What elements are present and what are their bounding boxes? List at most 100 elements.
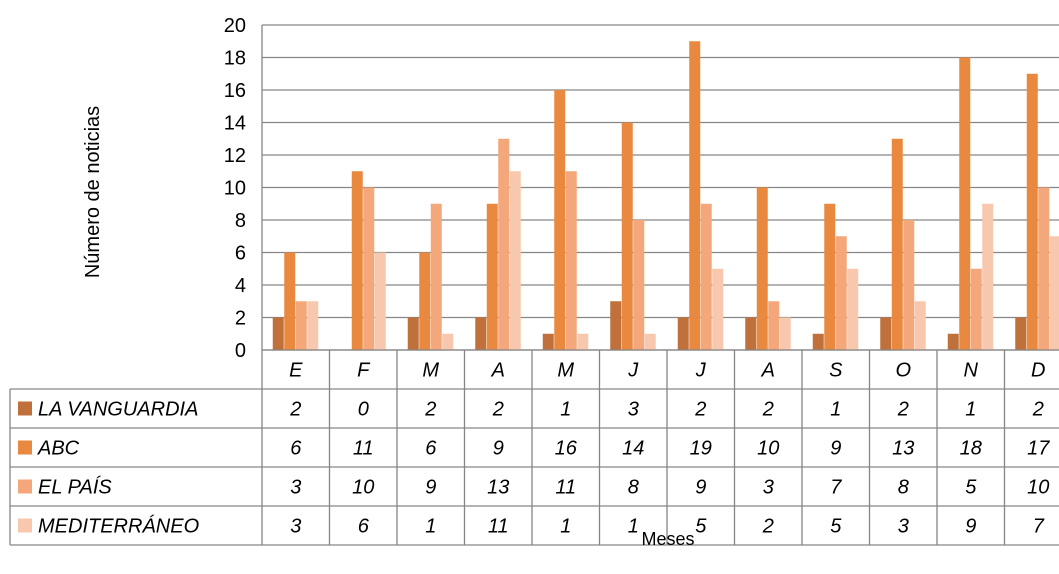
- bar: [644, 333, 656, 350]
- data-label: 7: [1033, 516, 1045, 538]
- bar: [880, 317, 892, 350]
- data-label: 16: [555, 438, 578, 460]
- x-category-label: J: [695, 360, 707, 382]
- bar: [1038, 187, 1050, 350]
- bar: [689, 41, 701, 350]
- data-table: E F M A M J J A S O N DLA VANGUARDIA 2 0 2 2 1 3 2 2 1 2 1 2ABC…: [9, 349, 1059, 546]
- bar: [498, 138, 510, 350]
- bar: [442, 333, 454, 350]
- bar: [914, 301, 926, 350]
- bar: [284, 252, 296, 350]
- bar: [407, 317, 419, 350]
- data-label: 1: [425, 516, 436, 538]
- bar: [847, 268, 859, 350]
- bar: [768, 301, 780, 350]
- x-category-label: F: [357, 360, 371, 382]
- data-label: 7: [830, 477, 842, 499]
- data-label: 10: [757, 438, 779, 460]
- bar: [475, 317, 487, 350]
- data-label: 2: [762, 399, 774, 421]
- bar: [903, 220, 915, 350]
- x-category-label: J: [627, 360, 639, 382]
- data-label: 0: [358, 399, 369, 421]
- data-label: 3: [763, 477, 774, 499]
- x-category-label: S: [829, 360, 843, 382]
- data-label: 3: [898, 516, 909, 538]
- legend-label: MEDITERRÁNEO: [38, 515, 199, 538]
- bar: [430, 203, 442, 350]
- data-label: 9: [695, 477, 706, 499]
- legend-label: EL PAÍS: [38, 476, 112, 499]
- y-tick-label: 4: [235, 275, 246, 297]
- y-axis-title: Número de noticias: [82, 106, 104, 278]
- data-label: 9: [830, 438, 841, 460]
- bars: [272, 41, 1059, 350]
- data-label: 1: [628, 516, 639, 538]
- data-label: 3: [290, 477, 301, 499]
- bar: [677, 317, 689, 350]
- bar: [419, 252, 431, 350]
- bar: [374, 252, 386, 350]
- data-label: 5: [830, 516, 842, 538]
- bar: [621, 122, 633, 350]
- data-label: 1: [965, 399, 976, 421]
- bar: [1015, 317, 1027, 350]
- data-label: 10: [352, 477, 374, 499]
- data-label: 8: [628, 477, 639, 499]
- x-category-label: E: [289, 360, 303, 382]
- data-label: 3: [628, 399, 639, 421]
- data-label: 2: [762, 516, 774, 538]
- data-label: 5: [965, 477, 977, 499]
- gridlines: [261, 24, 1059, 351]
- data-label: 1: [560, 399, 571, 421]
- bar: [554, 90, 566, 350]
- data-label: 2: [1032, 399, 1044, 421]
- bar: [779, 317, 791, 350]
- data-label: 9: [425, 477, 436, 499]
- legend-swatch: [18, 440, 32, 455]
- legend-label: ABC: [37, 438, 80, 460]
- x-category-label: D: [1031, 360, 1045, 382]
- y-tick-label: 16: [224, 80, 246, 102]
- data-label: 17: [1027, 438, 1050, 460]
- data-label: 2: [897, 399, 909, 421]
- data-label: 1: [560, 516, 571, 538]
- bar: [1026, 73, 1038, 350]
- y-tick-label: 8: [235, 210, 246, 232]
- bar: [610, 301, 622, 350]
- y-tick-label: 0: [235, 340, 246, 362]
- bar: [577, 333, 589, 350]
- y-tick-label: 6: [235, 243, 246, 265]
- data-label: 11: [488, 516, 509, 538]
- data-label: 11: [555, 477, 576, 499]
- data-label: 1: [830, 399, 841, 421]
- bar: [1049, 236, 1059, 350]
- y-axis-ticks: 0 2 4 6 8 10 12 14 16 18 20: [224, 15, 246, 362]
- data-label: 14: [622, 438, 644, 460]
- bar: [756, 187, 768, 350]
- bar: [351, 171, 363, 350]
- bar: [891, 138, 903, 350]
- bar: [947, 333, 959, 350]
- bar: [509, 171, 521, 350]
- bar: [835, 236, 847, 350]
- data-label: 5: [695, 516, 707, 538]
- bar: [363, 187, 375, 350]
- data-label: 6: [425, 438, 437, 460]
- data-label: 13: [892, 438, 914, 460]
- bar: [824, 203, 836, 350]
- bar: [812, 333, 824, 350]
- x-category-label: M: [557, 360, 574, 382]
- y-tick-label: 10: [224, 178, 246, 200]
- bar: [700, 203, 712, 350]
- data-label: 2: [694, 399, 706, 421]
- data-label: 13: [487, 477, 509, 499]
- data-label: 9: [965, 516, 976, 538]
- bar: [565, 171, 577, 350]
- bar: [307, 301, 319, 350]
- y-tick-label: 18: [224, 48, 246, 70]
- data-label: 18: [960, 438, 982, 460]
- bar: [295, 301, 307, 350]
- y-tick-label: 2: [235, 308, 246, 330]
